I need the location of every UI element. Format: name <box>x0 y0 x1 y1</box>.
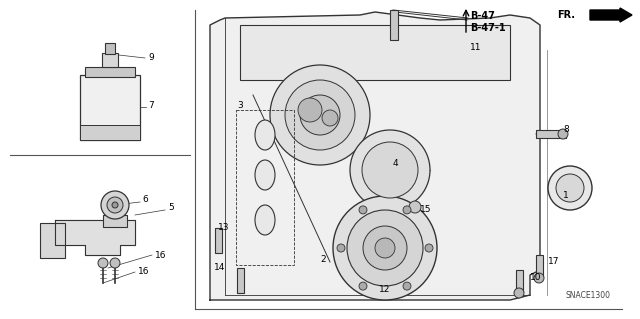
Text: 13: 13 <box>218 222 230 232</box>
Polygon shape <box>55 220 135 255</box>
Text: 8: 8 <box>563 125 569 135</box>
Ellipse shape <box>255 160 275 190</box>
Text: 4: 4 <box>393 159 399 167</box>
Circle shape <box>359 206 367 214</box>
Circle shape <box>101 191 129 219</box>
Text: 3: 3 <box>237 100 243 109</box>
Bar <box>80 75 140 140</box>
Circle shape <box>363 226 407 270</box>
Text: 14: 14 <box>214 263 225 272</box>
Bar <box>40 223 65 258</box>
Bar <box>85 67 135 77</box>
FancyArrow shape <box>590 8 632 22</box>
Bar <box>516 270 523 292</box>
Text: 11: 11 <box>470 43 481 53</box>
Circle shape <box>403 282 411 290</box>
Text: 2: 2 <box>320 256 326 264</box>
Bar <box>536 130 566 138</box>
Text: 15: 15 <box>420 205 431 214</box>
Text: 12: 12 <box>380 286 390 294</box>
Text: 9: 9 <box>148 54 154 63</box>
Text: 6: 6 <box>142 196 148 204</box>
Text: B-47-1: B-47-1 <box>470 23 506 33</box>
Bar <box>215 228 222 253</box>
Circle shape <box>556 174 584 202</box>
Circle shape <box>375 238 395 258</box>
Polygon shape <box>210 12 540 300</box>
Bar <box>236 110 294 265</box>
Text: 16: 16 <box>155 250 166 259</box>
Text: 16: 16 <box>138 268 150 277</box>
Text: SNACE1300: SNACE1300 <box>565 292 610 300</box>
Circle shape <box>403 206 411 214</box>
Text: FR.: FR. <box>557 10 575 20</box>
Circle shape <box>534 273 544 283</box>
Circle shape <box>350 130 430 210</box>
Circle shape <box>112 202 118 208</box>
Text: 1: 1 <box>563 190 569 199</box>
Text: 7: 7 <box>148 100 154 109</box>
Text: 17: 17 <box>548 257 559 266</box>
Circle shape <box>298 98 322 122</box>
Circle shape <box>110 258 120 268</box>
Bar <box>103 215 127 227</box>
Bar <box>536 255 543 277</box>
Circle shape <box>300 95 340 135</box>
Bar <box>390 10 398 40</box>
Circle shape <box>285 80 355 150</box>
Circle shape <box>337 244 345 252</box>
Circle shape <box>347 210 423 286</box>
Circle shape <box>98 258 108 268</box>
Circle shape <box>362 142 418 198</box>
Bar <box>105 43 115 54</box>
Text: 5: 5 <box>168 204 173 212</box>
Bar <box>240 25 510 80</box>
Circle shape <box>409 201 421 213</box>
Text: B-47: B-47 <box>470 11 495 21</box>
Text: 10: 10 <box>530 273 541 283</box>
Circle shape <box>514 288 524 298</box>
Circle shape <box>333 196 437 300</box>
Ellipse shape <box>255 120 275 150</box>
Circle shape <box>558 129 568 139</box>
Bar <box>80 125 140 140</box>
Circle shape <box>359 282 367 290</box>
Circle shape <box>322 110 338 126</box>
Bar <box>102 53 118 67</box>
Ellipse shape <box>255 205 275 235</box>
Bar <box>237 268 244 293</box>
Circle shape <box>548 166 592 210</box>
Circle shape <box>425 244 433 252</box>
Circle shape <box>107 197 123 213</box>
Circle shape <box>270 65 370 165</box>
